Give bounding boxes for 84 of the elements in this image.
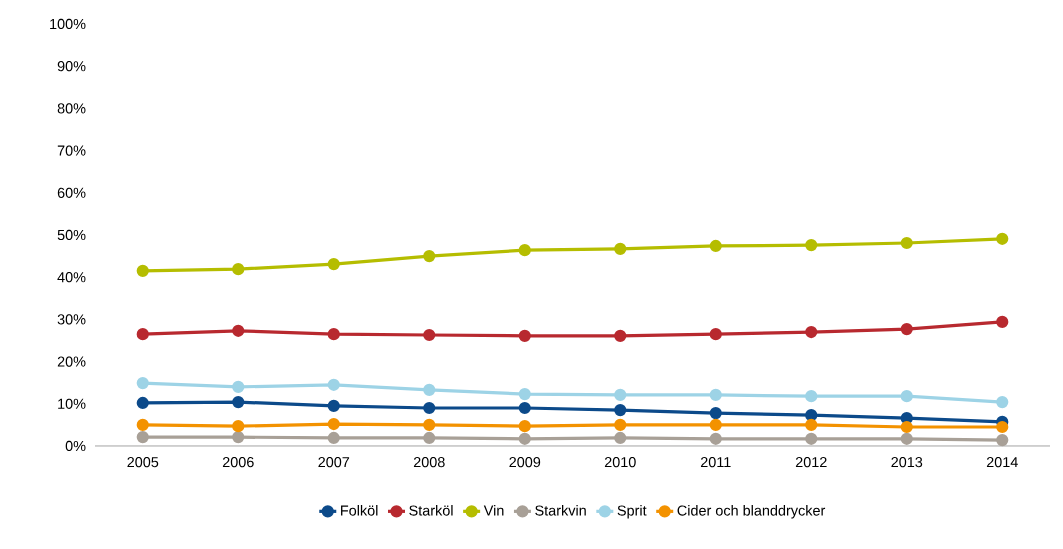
point xyxy=(423,418,436,431)
point xyxy=(327,417,340,431)
y-tick-label: 50% xyxy=(57,229,86,241)
point xyxy=(327,399,340,412)
x-tick-label: 2011 xyxy=(700,456,731,468)
point xyxy=(423,431,436,445)
point xyxy=(136,396,149,410)
point xyxy=(996,315,1009,329)
point xyxy=(232,324,245,337)
point xyxy=(423,401,436,415)
y-tick-label: 30% xyxy=(57,314,86,325)
point xyxy=(232,263,245,276)
point xyxy=(136,264,149,277)
point xyxy=(996,396,1009,409)
point xyxy=(327,378,340,391)
legend-label: Folköl xyxy=(341,505,378,516)
point xyxy=(996,433,1009,447)
point xyxy=(232,396,245,409)
point xyxy=(709,239,722,253)
point xyxy=(232,420,245,433)
point xyxy=(327,431,340,445)
x-tick-label: 2013 xyxy=(891,456,923,468)
point xyxy=(805,325,818,339)
point xyxy=(709,328,722,341)
point xyxy=(996,232,1009,245)
point xyxy=(136,377,149,390)
point xyxy=(614,329,627,342)
legend-label: Vin xyxy=(483,505,504,516)
point xyxy=(709,418,722,431)
y-tick-label: 10% xyxy=(58,398,86,409)
legend-label: Sprit xyxy=(617,505,647,519)
point xyxy=(136,431,149,444)
point xyxy=(518,432,531,445)
x-tick-label: 2007 xyxy=(318,456,350,468)
point xyxy=(614,242,627,256)
point xyxy=(900,322,913,336)
legend-label: Cider och blanddrycker xyxy=(677,505,826,519)
point xyxy=(614,388,627,402)
y-tick-label: 20% xyxy=(57,356,86,367)
point xyxy=(518,420,531,433)
point xyxy=(900,390,913,403)
point xyxy=(805,239,818,252)
y-tick-label: 100% xyxy=(50,18,86,30)
point xyxy=(327,258,340,271)
x-tick-label: 2006 xyxy=(222,456,254,468)
point xyxy=(900,432,913,445)
point xyxy=(232,380,245,394)
x-tick-label: 2005 xyxy=(127,456,159,468)
x-tick-label: 2009 xyxy=(509,456,541,468)
point xyxy=(805,418,818,431)
point xyxy=(423,383,436,396)
point xyxy=(996,420,1009,434)
legend-label: Starköl xyxy=(409,505,453,516)
point xyxy=(518,401,531,415)
point xyxy=(709,432,722,445)
point xyxy=(614,404,627,417)
x-tick-label: 2014 xyxy=(986,456,1018,468)
point xyxy=(805,390,818,403)
point xyxy=(709,388,722,402)
point xyxy=(518,387,531,401)
point xyxy=(900,420,913,434)
point xyxy=(900,236,913,250)
point xyxy=(327,328,340,341)
y-tick-label: 40% xyxy=(57,272,86,283)
x-tick-label: 2012 xyxy=(795,456,827,468)
legend-label: Starkvin xyxy=(535,505,586,516)
y-tick-label: 0% xyxy=(65,440,86,452)
point xyxy=(518,329,531,342)
x-tick-label: 2010 xyxy=(604,456,636,468)
point xyxy=(136,328,149,341)
point xyxy=(614,418,627,431)
point xyxy=(614,431,627,445)
point xyxy=(136,418,149,431)
point xyxy=(423,249,436,263)
point xyxy=(709,406,722,420)
point xyxy=(423,328,436,342)
y-tick-label: 80% xyxy=(57,103,86,114)
point xyxy=(805,432,818,445)
y-tick-label: 60% xyxy=(57,187,86,198)
y-tick-label: 70% xyxy=(57,145,86,156)
point xyxy=(232,431,245,444)
x-tick-label: 2008 xyxy=(413,456,445,468)
y-tick-label: 90% xyxy=(57,61,86,72)
point xyxy=(518,244,531,257)
